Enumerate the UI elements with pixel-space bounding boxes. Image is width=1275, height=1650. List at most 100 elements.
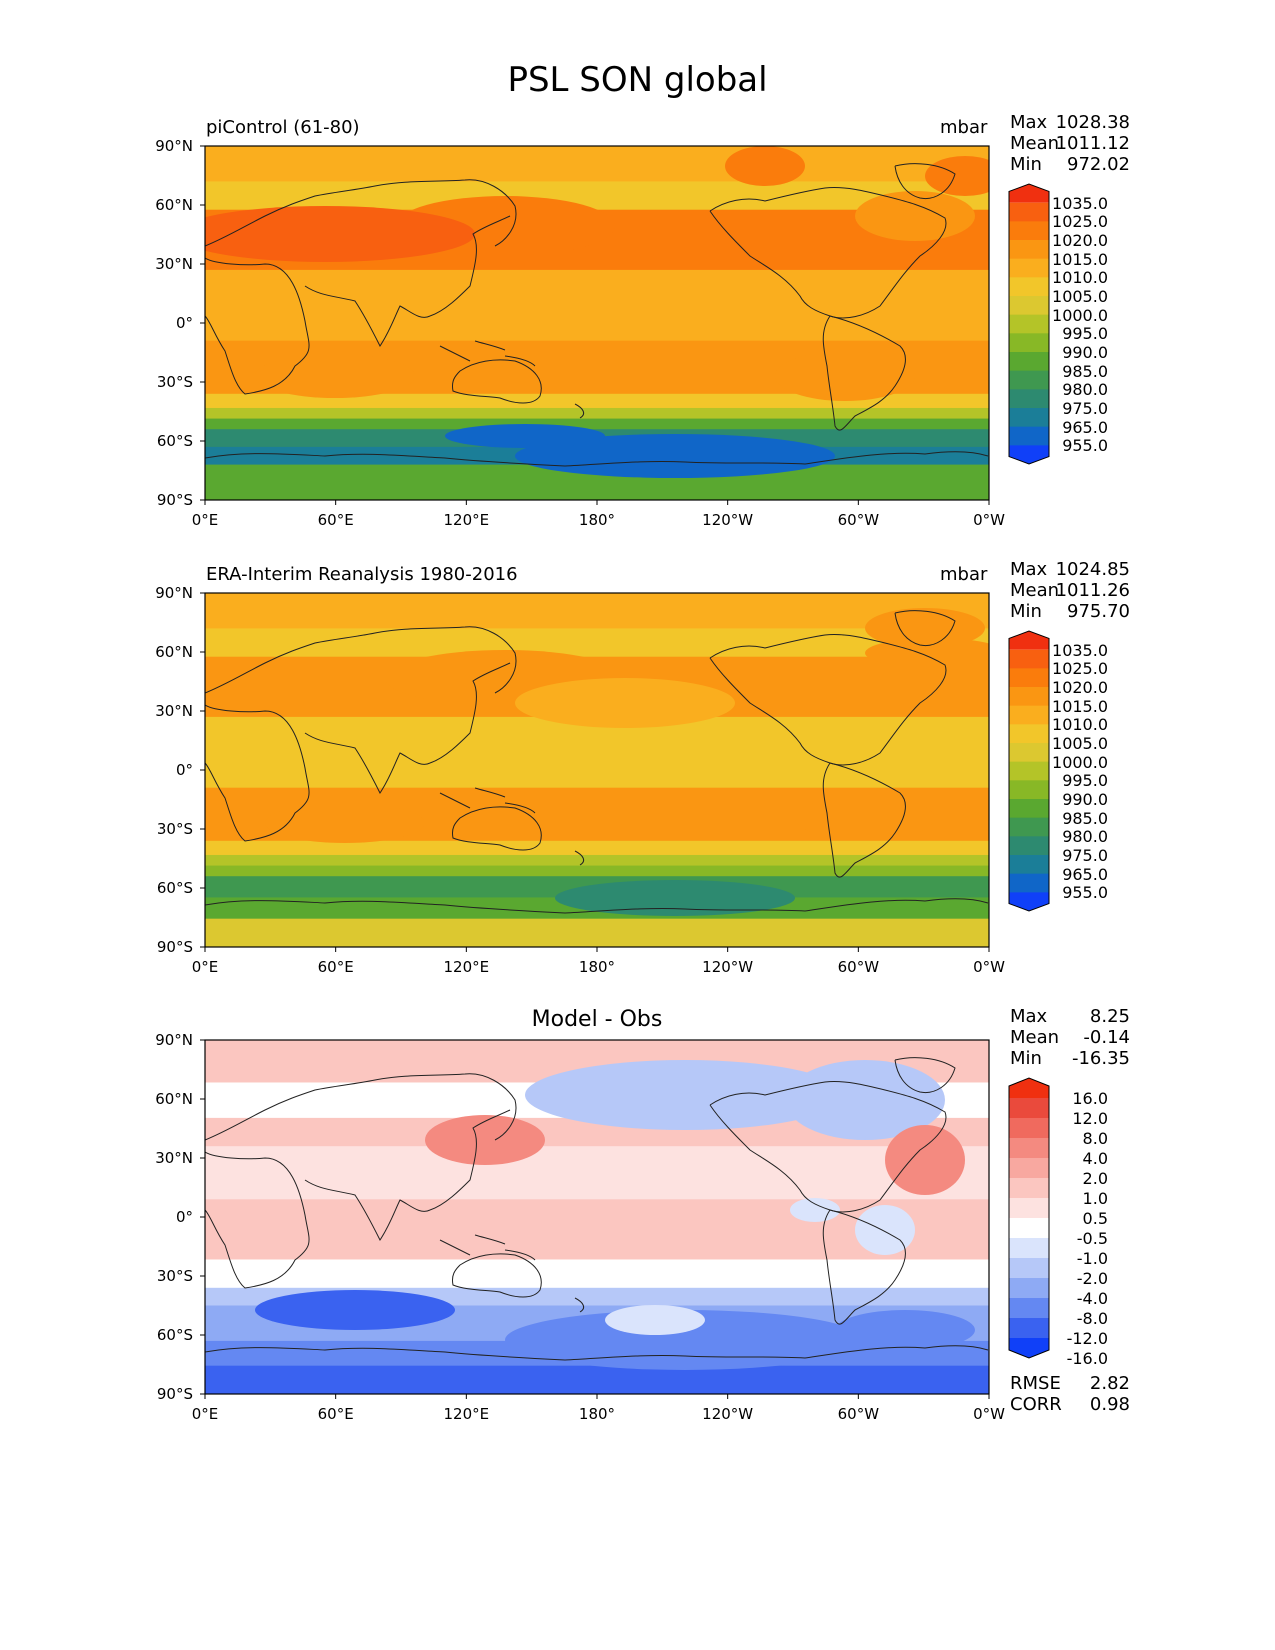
colorbar-label: 1005.0 — [1052, 734, 1108, 753]
field-blob — [255, 1290, 455, 1330]
colorbar-label: 1000.0 — [1052, 752, 1108, 772]
field-blob — [515, 434, 835, 478]
colorbar-label: 955.0 — [1062, 883, 1108, 903]
field-blob — [795, 796, 935, 840]
lon-tick-label: 120°E — [443, 1405, 490, 1423]
panel2-max-value: 1024.85 — [1055, 559, 1130, 580]
colorbar-label: -4.0 — [1076, 1289, 1108, 1308]
field-band — [205, 393, 989, 409]
lon-tick-label: 120°W — [702, 958, 754, 976]
field-band — [205, 418, 989, 431]
colorbar-segment — [1009, 1138, 1049, 1159]
colorbar-label: 995.0 — [1062, 324, 1108, 344]
lat-tick-label: 60°S — [156, 1326, 193, 1344]
field-blob — [865, 638, 989, 668]
field-band — [205, 840, 989, 856]
colorbar-label: 12.0 — [1072, 1109, 1108, 1128]
lon-tick-label: 120°W — [702, 511, 754, 529]
lat-tick-label: 90°N — [155, 584, 193, 602]
lon-tick-label: 60°W — [837, 958, 880, 976]
colorbar-segment — [1009, 1278, 1049, 1299]
colorbar-segment — [1009, 761, 1049, 781]
lat-tick-label: 30°N — [155, 255, 193, 273]
field-blob — [885, 1125, 965, 1195]
field-band — [205, 865, 989, 878]
lon-tick-label: 60°E — [317, 511, 354, 529]
panel2-mean-value: 1011.26 — [1055, 580, 1130, 601]
figure-title: PSL SON global — [507, 60, 768, 100]
lat-tick-label: 60°N — [155, 1090, 193, 1108]
field-blob — [785, 1060, 945, 1140]
map-panel-1 — [200, 145, 1050, 505]
colorbar-segment — [1009, 370, 1049, 390]
field-blob — [445, 424, 605, 448]
colorbar-segment — [1009, 799, 1049, 819]
panel2-title: ERA-Interim Reanalysis 1980-2016 — [206, 564, 518, 585]
lat-tick-label: 60°S — [156, 879, 193, 897]
colorbar-segment — [1009, 221, 1049, 241]
colorbar-segment — [1009, 817, 1049, 837]
field-band — [205, 407, 989, 420]
field-blob — [855, 1205, 915, 1255]
field-blob — [515, 678, 735, 728]
colorbar-segment — [1009, 668, 1049, 688]
colorbar-segment — [1009, 1318, 1049, 1339]
colorbar-label: 1.0 — [1082, 1189, 1108, 1208]
lon-tick-label: 0°W — [973, 958, 1005, 976]
colorbar-segment — [1009, 1198, 1049, 1219]
panel3-mean-label: Mean — [1010, 1027, 1060, 1048]
panel3-corr-label: CORR — [1010, 1394, 1062, 1415]
colorbar-segment — [1009, 258, 1049, 278]
colorbar-segment — [1009, 1098, 1049, 1119]
lat-tick-label: 0° — [175, 1208, 193, 1226]
field-layer — [205, 146, 989, 500]
colorbar-segment — [1009, 1178, 1049, 1199]
colorbar-label: 1035.0 — [1052, 193, 1108, 213]
colorbar-label: 975.0 — [1062, 846, 1108, 865]
colorbar-segment — [1009, 352, 1049, 372]
lon-tick-label: 0°E — [191, 1405, 219, 1423]
colorbar-label: 975.0 — [1062, 399, 1108, 418]
colorbar-label: 1010.0 — [1052, 268, 1108, 288]
colorbar-segment — [1009, 1218, 1049, 1239]
colorbar-segment — [1009, 724, 1049, 744]
lon-tick-label: 0°E — [191, 511, 219, 529]
field-band — [205, 854, 989, 867]
panel3-rmse-label: RMSE — [1010, 1373, 1061, 1394]
lat-tick-label: 90°S — [156, 491, 193, 509]
lon-tick-label: 60°E — [317, 1405, 354, 1423]
colorbar-label: -8.0 — [1076, 1309, 1108, 1328]
field-blob — [265, 803, 425, 843]
field-band — [205, 1146, 989, 1201]
panel2-units: mbar — [940, 564, 988, 585]
lon-tick-label: 0°W — [973, 1405, 1005, 1423]
colorbar-label: 990.0 — [1062, 343, 1108, 362]
lon-tick-label: 180° — [578, 511, 616, 529]
colorbar-segment — [1009, 314, 1049, 334]
colorbar-label: 16.0 — [1072, 1089, 1108, 1108]
panel3-max-label: Max — [1010, 1006, 1048, 1027]
field-band — [205, 628, 989, 658]
colorbar-segment — [1009, 1298, 1049, 1319]
field-blob — [205, 206, 475, 262]
colorbar-label: 985.0 — [1062, 808, 1108, 828]
field-band — [205, 1365, 989, 1394]
colorbar-label: -12.0 — [1066, 1329, 1108, 1348]
field-layer — [205, 1040, 989, 1394]
field-band — [205, 1259, 989, 1289]
panel3-min-label: Min — [1010, 1048, 1042, 1069]
field-blob — [555, 880, 795, 916]
colorbar-segment — [1009, 631, 1049, 650]
lon-tick-label: 0°E — [191, 958, 219, 976]
lon-tick-label: 60°W — [837, 511, 880, 529]
panel3-rmse-value: 2.82 — [1089, 1373, 1130, 1394]
field-blob — [525, 1060, 845, 1130]
lat-tick-label: 30°N — [155, 702, 193, 720]
colorbar-label: 1000.0 — [1052, 305, 1108, 325]
field-blob — [425, 1115, 545, 1165]
colorbar-label: 1025.0 — [1052, 659, 1108, 679]
colorbar-segment — [1009, 1238, 1049, 1259]
panels-root — [200, 145, 1050, 1399]
lat-tick-label: 90°N — [155, 1031, 193, 1049]
field-band — [205, 181, 989, 211]
